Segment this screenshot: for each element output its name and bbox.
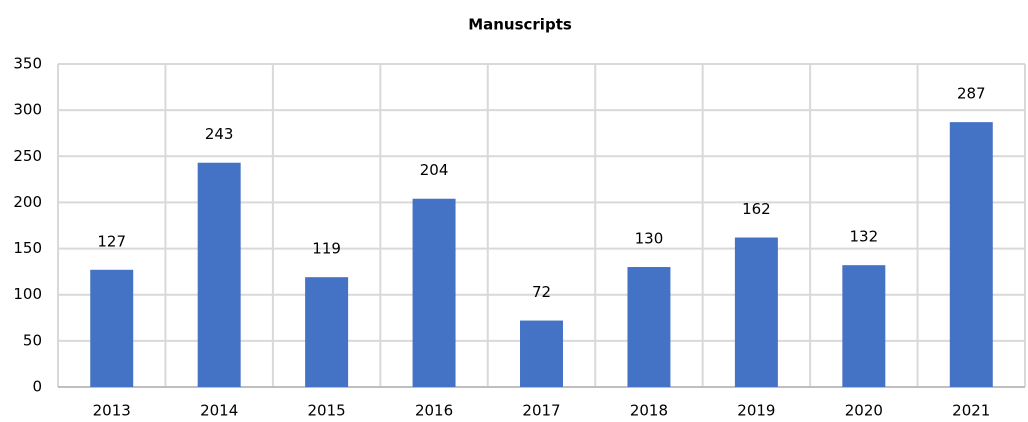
bar [90, 269, 134, 387]
y-tick-label: 100 [13, 285, 42, 303]
bar [627, 267, 671, 387]
bar [305, 277, 349, 387]
data-label: 162 [742, 200, 771, 218]
x-tick-label: 2013 [93, 402, 131, 420]
y-tick-label: 250 [13, 147, 42, 165]
bar [949, 122, 993, 387]
x-tick-label: 2018 [630, 402, 668, 420]
data-label: 119 [312, 240, 341, 258]
y-tick-label: 150 [13, 239, 42, 257]
data-label: 127 [97, 232, 126, 250]
data-label: 132 [850, 228, 879, 246]
y-tick-label: 0 [32, 378, 42, 396]
x-tick-label: 2017 [522, 402, 560, 420]
bar [520, 320, 563, 387]
bar [734, 237, 778, 387]
x-tick-label: 2021 [952, 402, 990, 420]
chart-title: Manuscripts [468, 16, 572, 34]
bar [842, 265, 886, 387]
y-tick-label: 50 [23, 331, 42, 349]
x-tick-label: 2020 [845, 402, 883, 420]
data-label: 287 [957, 85, 986, 103]
bar [412, 198, 456, 387]
bar [197, 162, 241, 387]
x-tick-label: 2015 [308, 402, 346, 420]
data-label: 130 [635, 230, 664, 248]
x-tick-label: 2014 [200, 402, 238, 420]
x-tick-label: 2016 [415, 402, 453, 420]
data-label: 72 [532, 283, 551, 301]
data-label: 243 [205, 125, 234, 143]
x-tick-label: 2019 [737, 402, 775, 420]
y-tick-label: 350 [13, 55, 42, 73]
data-label: 204 [420, 161, 449, 179]
y-tick-label: 200 [13, 193, 42, 211]
y-tick-label: 300 [13, 101, 42, 119]
